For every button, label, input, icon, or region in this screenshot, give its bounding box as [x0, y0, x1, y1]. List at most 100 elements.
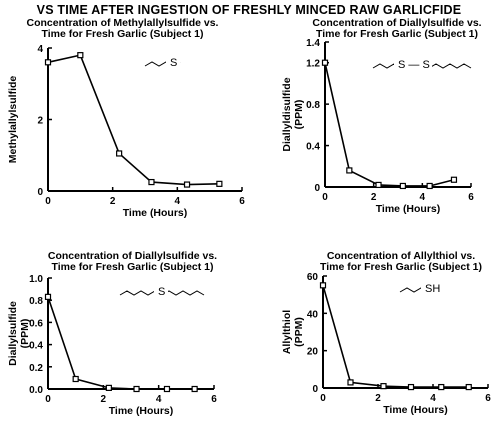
y-tick-label: 1.4: [306, 38, 320, 49]
data-point: [116, 150, 123, 157]
y-tick-label: 0: [37, 187, 43, 198]
y-tick-label: 1.2: [306, 59, 320, 70]
y-axis-label: Allylthiol: [281, 310, 293, 354]
data-point: [77, 52, 84, 59]
x-tick-label: 6: [468, 192, 474, 203]
x-tick-label: 4: [156, 394, 162, 405]
data-point: [44, 293, 52, 300]
series-line: [47, 54, 220, 186]
data-point: [399, 182, 406, 190]
structure-diagram: S: [119, 284, 205, 298]
structure-label: SH: [425, 283, 440, 295]
series-line: [47, 296, 195, 390]
y-tick-label: 0.4: [306, 142, 320, 153]
y-axis-unit-label: (PPM): [293, 100, 305, 130]
data-point: [72, 375, 79, 383]
structure-label-bg: [421, 281, 441, 295]
x-tick-label: 2: [110, 196, 116, 207]
data-point: [438, 383, 445, 391]
structure-label: S: [158, 286, 165, 298]
y-tick-label: 4: [37, 44, 43, 55]
x-tick-label: 0: [45, 394, 51, 405]
structure-label-bg: [394, 57, 432, 71]
x-tick-label: 2: [375, 393, 381, 404]
x-tick-label: 6: [485, 393, 491, 404]
chart-title: Concentration of Diallylsulfide vs. Time…: [302, 18, 492, 40]
series-line: [324, 62, 455, 187]
x-axis-label: Time (Hours): [383, 404, 448, 416]
data-point: [105, 384, 112, 391]
data-point: [465, 383, 472, 391]
x-tick-label: 0: [45, 196, 51, 207]
chart-title-line1: Concentration of Diallylsulfide vs.: [47, 250, 218, 262]
chart-title: Concentration of Diallylsulfide vs. Time…: [0, 251, 265, 273]
x-axis-label: Time (Hours): [376, 203, 441, 215]
structure-label-bg: [154, 284, 168, 298]
y-tick-label: 0: [314, 183, 320, 194]
data-point: [375, 181, 382, 189]
x-tick-label: 4: [430, 393, 436, 404]
chart-title: Concentration of Allylthiol vs. Time for…: [306, 251, 496, 273]
y-axis-label: Methylallylsulfide: [7, 76, 19, 164]
y-tick-label: 60: [307, 272, 319, 283]
series-line: [322, 285, 469, 388]
chart-title: Concentration of Methylallylsulfide vs. …: [0, 18, 245, 40]
chart-title-line1: Concentration of Diallylsulfide vs.: [312, 17, 482, 29]
y-axis-label: Diallylsulfide: [7, 301, 19, 366]
structure-diagram: S: [144, 55, 181, 69]
y-tick-label: 20: [307, 347, 319, 358]
chart-title-line2: Time for Fresh Garlic (Subject 1): [41, 28, 204, 40]
x-tick-label: 2: [371, 192, 377, 203]
y-axis-label: Diallyldisulfide: [281, 77, 293, 151]
data-point: [347, 379, 354, 386]
y-axis-unit-label: (PPM): [293, 317, 305, 347]
x-axis-label: Time (Hours): [123, 207, 188, 219]
data-point: [44, 59, 52, 66]
figure-title: VS TIME AFTER INGESTION OF FRESHLY MINCE…: [36, 3, 462, 17]
y-tick-label: 0: [312, 384, 318, 395]
y-tick-label: 0.8: [29, 296, 43, 307]
x-tick-label: 4: [420, 192, 426, 203]
data-point: [450, 176, 458, 183]
y-tick-label: 0.0: [29, 385, 43, 396]
y-tick-label: 0.6: [29, 318, 43, 329]
data-point: [183, 181, 191, 188]
chart-title-line2: Time for Fresh Garlic (Subject 1): [51, 261, 214, 273]
data-point: [319, 282, 327, 289]
y-tick-label: 40: [307, 309, 319, 320]
structure-diagram: S — S: [372, 57, 472, 71]
chart-title-line2: Time for Fresh Garlic (Subject 1): [315, 28, 479, 40]
y-axis-unit-label: (PPM): [19, 319, 31, 349]
x-tick-label: 0: [320, 393, 326, 404]
chart-title-line1: Concentration of Allylthiol vs.: [326, 250, 476, 262]
x-tick-label: 6: [211, 394, 217, 405]
data-point: [346, 167, 353, 174]
y-tick-label: 1.0: [29, 274, 43, 285]
structure-diagram: SH: [399, 281, 441, 295]
x-axis-label: Time (Hours): [109, 405, 174, 417]
chart-title-line2: Time for Fresh Garlic (Subject 1): [319, 261, 483, 273]
data-point: [216, 180, 223, 187]
y-tick-label: 0.4: [29, 341, 43, 352]
x-tick-label: 0: [322, 192, 328, 203]
x-tick-label: 2: [101, 394, 107, 405]
data-point: [148, 178, 155, 186]
data-point: [426, 182, 433, 190]
x-tick-label: 4: [175, 196, 181, 207]
structure-label-bg: [166, 55, 180, 69]
x-tick-label: 6: [239, 196, 245, 207]
y-tick-label: 2: [37, 116, 43, 127]
structure-label: S: [170, 57, 177, 69]
y-tick-label: 0.2: [29, 363, 43, 374]
data-point: [380, 383, 387, 390]
data-point: [163, 385, 171, 393]
structure-label: S — S: [398, 59, 430, 71]
data-point: [321, 59, 329, 66]
data-point: [191, 385, 198, 393]
chart-title-line1: Concentration of Methylallylsulfide vs.: [26, 17, 219, 29]
data-point: [133, 385, 140, 393]
